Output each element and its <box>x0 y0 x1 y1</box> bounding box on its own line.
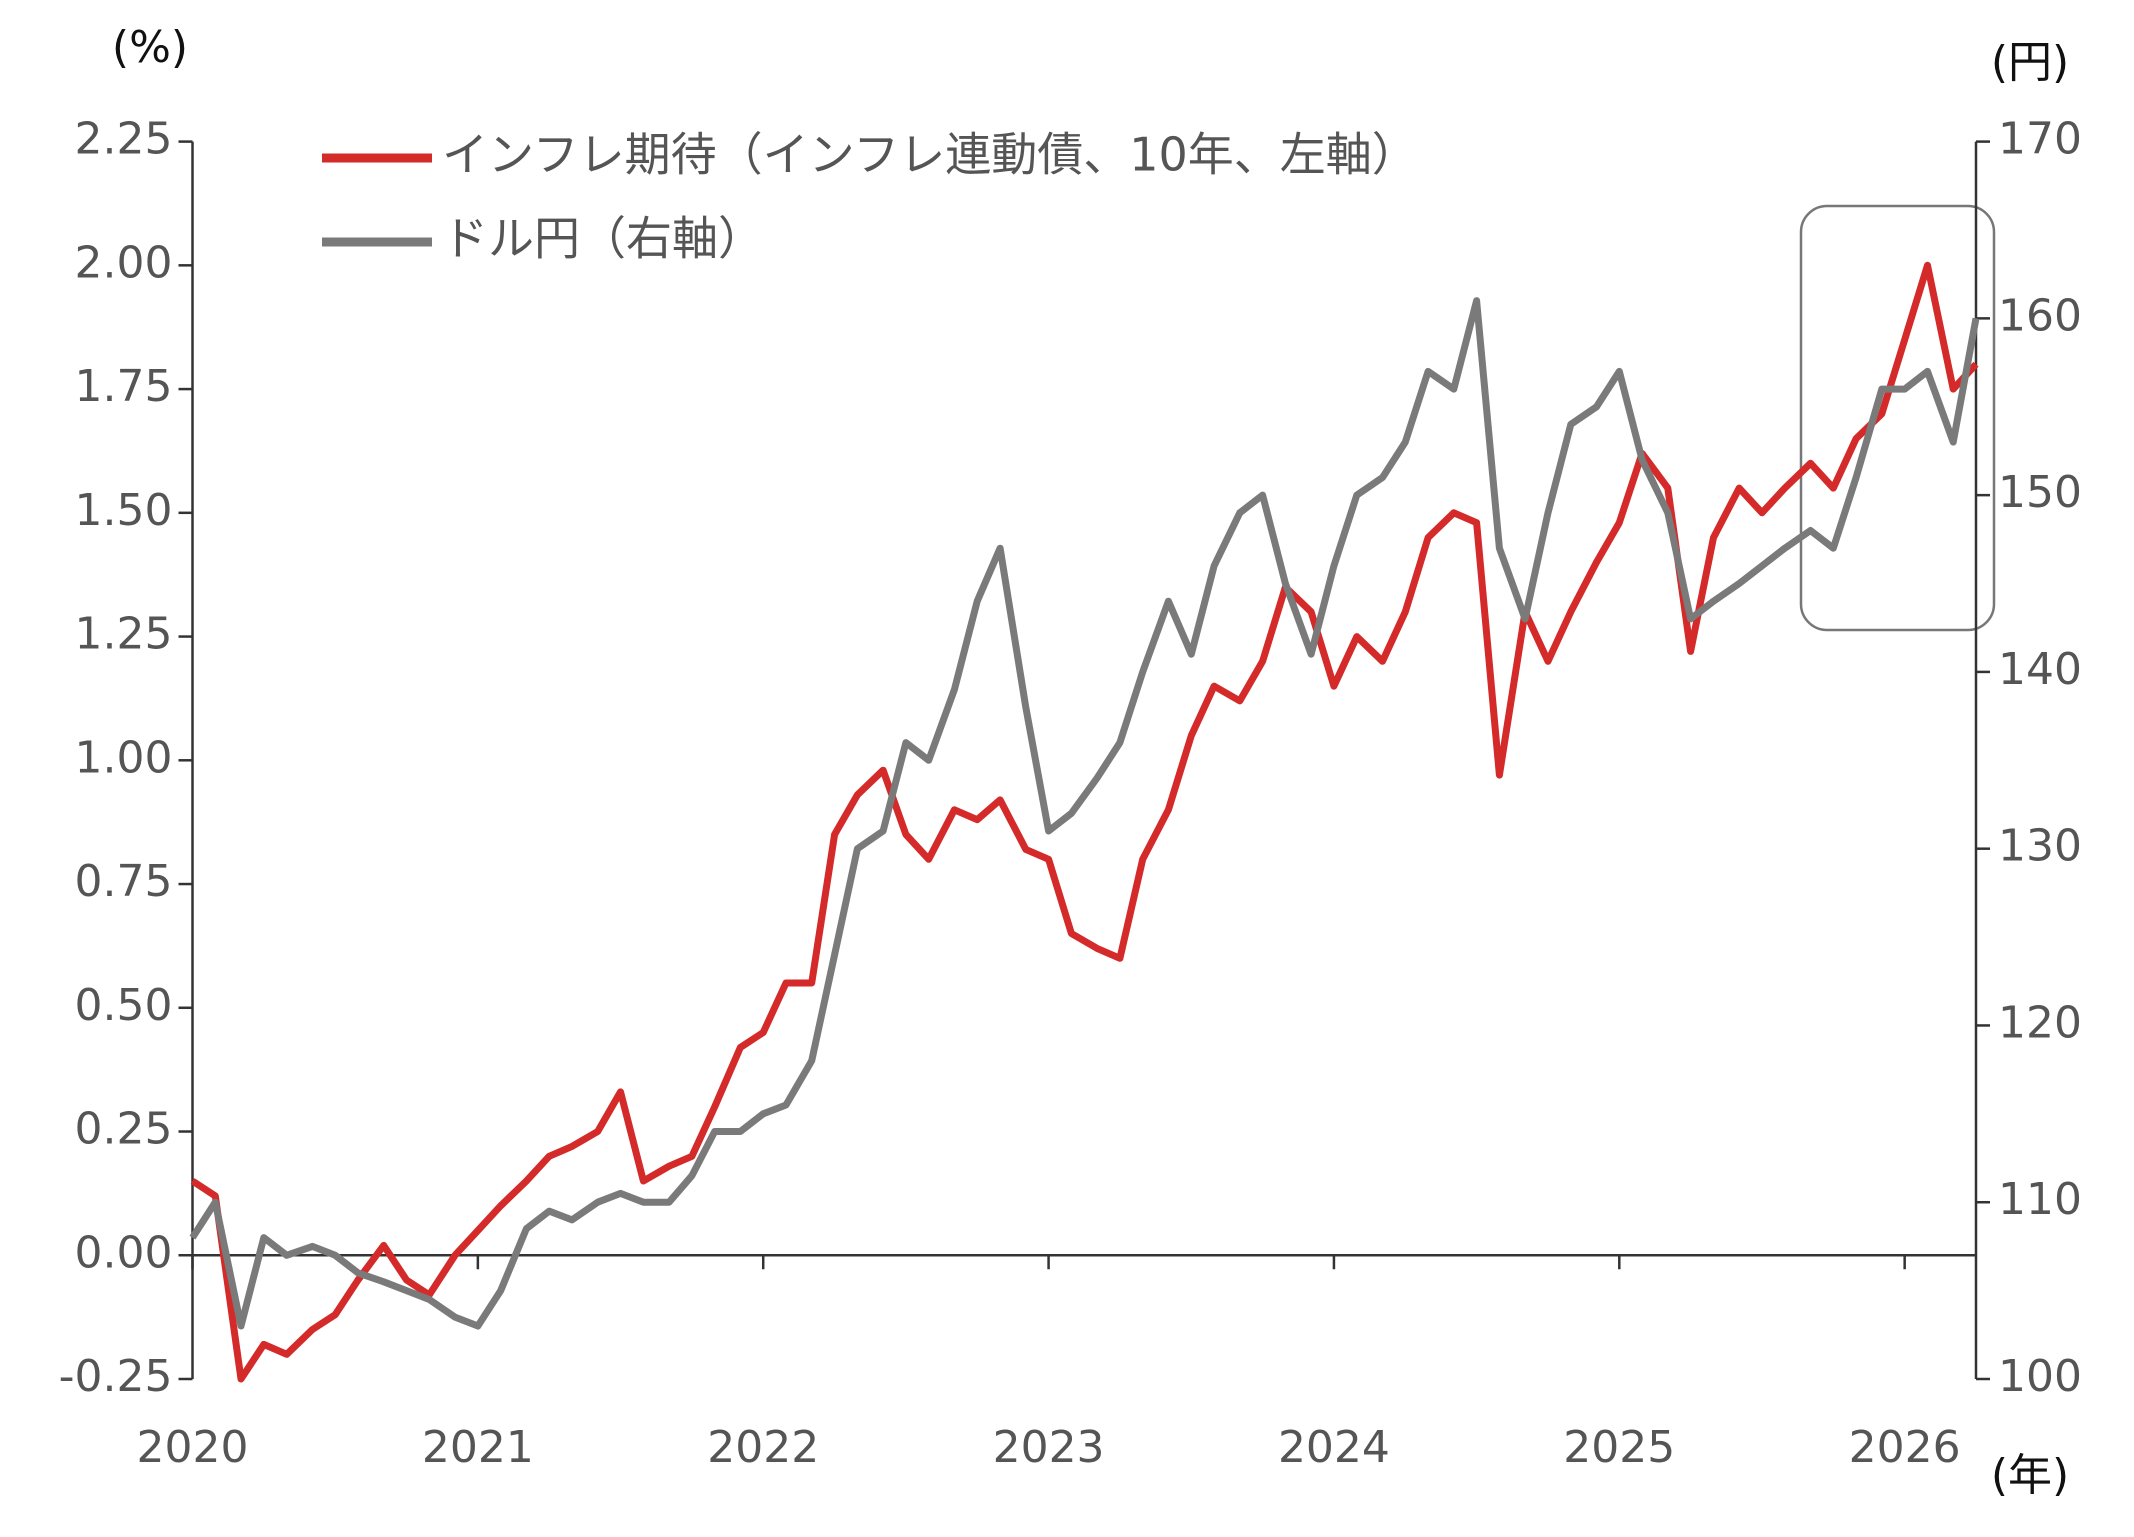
y-tick-label: 1.50 <box>75 485 173 536</box>
y2-tick-label: 130 <box>1998 821 2082 872</box>
y-tick-label: 2.00 <box>75 237 173 288</box>
y2-tick-label: 140 <box>1998 644 2082 695</box>
y2-tick-label: 170 <box>1998 114 2082 165</box>
x-tick-label: 2020 <box>137 1422 249 1473</box>
y-tick-label: 0.25 <box>75 1104 173 1155</box>
y2-tick-label: 150 <box>1998 467 2082 518</box>
series-line <box>189 297 1980 1330</box>
x-tick-label: 2026 <box>1849 1422 1961 1473</box>
y2-tick-label: 110 <box>1998 1174 2082 1225</box>
y-axis-unit: (%) <box>112 22 188 73</box>
y-tick-label: 1.00 <box>75 732 173 783</box>
legend-label: ドル円（右軸） <box>442 212 764 266</box>
x-tick-label: 2024 <box>1278 1422 1390 1473</box>
y-tick-label: 1.25 <box>75 609 173 660</box>
x-tick-label: 2022 <box>707 1422 819 1473</box>
y2-tick-label: 160 <box>1998 290 2082 341</box>
y-tick-label: 2.25 <box>75 114 173 165</box>
y-tick-label: 0.50 <box>75 980 173 1031</box>
y2-tick-label: 100 <box>1998 1351 2082 1402</box>
y-tick-label: -0.25 <box>59 1351 173 1402</box>
series-line <box>190 261 1979 1383</box>
y2-tick-label: 120 <box>1998 997 2082 1048</box>
highlight-box <box>1799 204 1996 632</box>
y2-axis-unit: (円) <box>1991 37 2069 88</box>
y-tick-label: 0.00 <box>75 1227 173 1278</box>
y-tick-label: 0.75 <box>75 856 173 907</box>
x-tick-label: 2025 <box>1563 1422 1675 1473</box>
legend-label: インフレ期待（インフレ連動債、10年、左軸） <box>442 128 1418 182</box>
x-tick-label: 2023 <box>993 1422 1105 1473</box>
x-axis-unit: (年) <box>1991 1450 2069 1501</box>
y-tick-label: 1.75 <box>75 361 173 412</box>
x-tick-label: 2021 <box>422 1422 534 1473</box>
